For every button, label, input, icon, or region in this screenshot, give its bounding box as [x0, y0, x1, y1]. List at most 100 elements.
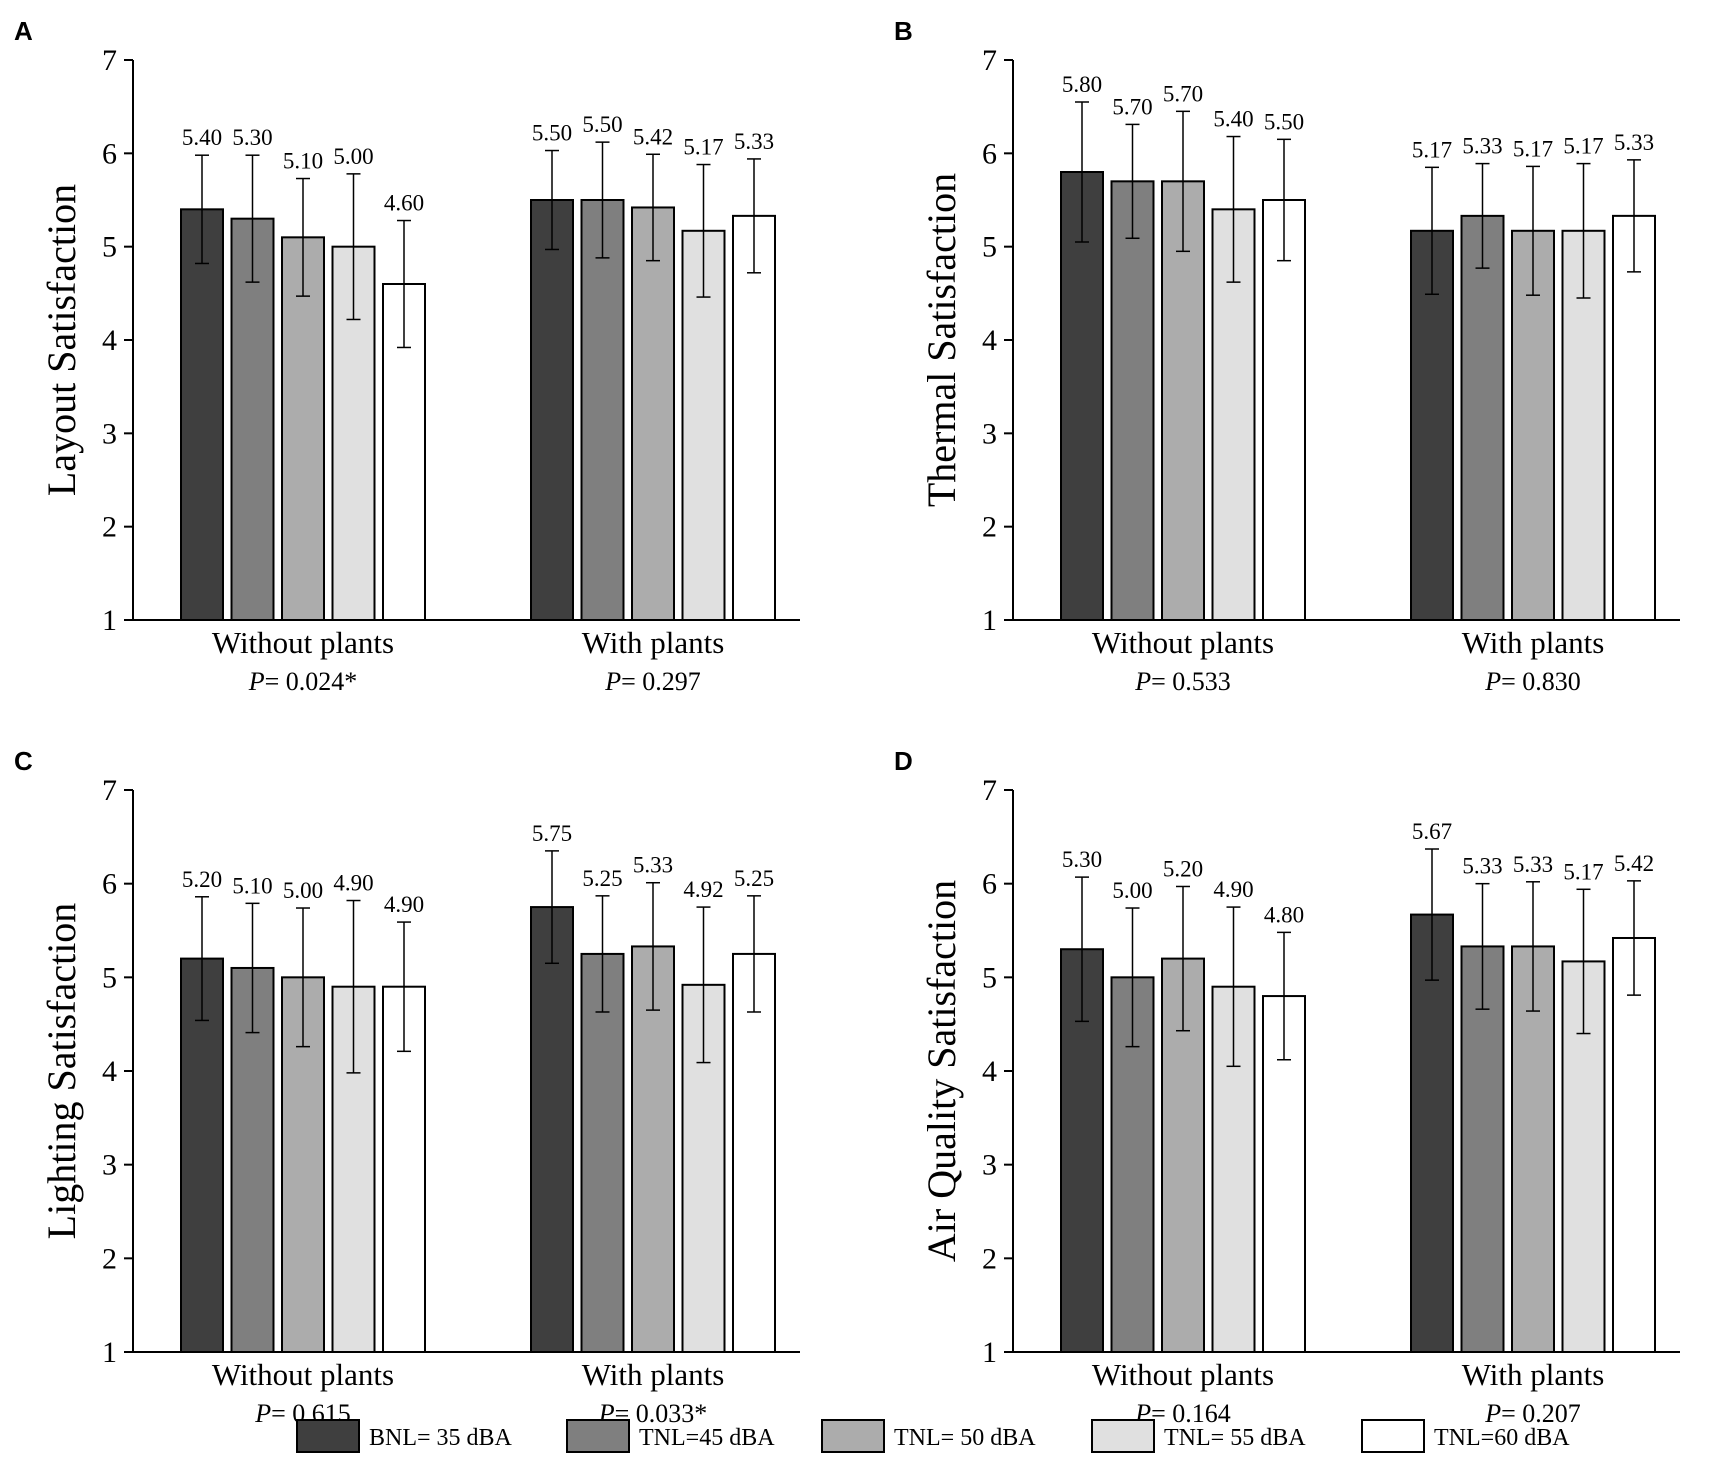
data-label: 5.33 [734, 129, 774, 154]
y-tick-label: 7 [982, 44, 997, 77]
p-value-symbol: P [1484, 667, 1501, 696]
data-label: 5.20 [182, 867, 222, 892]
p-value-label: P= 0.297 [604, 667, 701, 696]
y-tick-label: 3 [982, 417, 997, 450]
data-label: 4.80 [1264, 902, 1304, 927]
data-label: 5.80 [1062, 72, 1102, 97]
p-value-symbol: P [604, 667, 621, 696]
panels: A Layout Satisfaction 1 2 3 4 5 6 7 5.40 5.30 5.10 5… [14, 16, 1680, 1428]
data-label: 5.10 [232, 873, 272, 898]
panel-letter: B [894, 16, 913, 46]
data-label: 5.33 [1513, 852, 1553, 877]
data-label: 5.33 [1462, 134, 1502, 159]
y-tick-label: 1 [102, 604, 117, 637]
y-tick-label: 3 [102, 417, 117, 450]
bar [1460, 214, 1505, 621]
y-axis-title: Layout Satisfaction [39, 184, 84, 496]
y-tick-label: 4 [982, 1055, 997, 1088]
y-tick-label: 6 [982, 137, 997, 170]
legend-swatch [1361, 1419, 1425, 1453]
y-axis-title: Thermal Satisfaction [919, 173, 964, 507]
bar [1460, 945, 1505, 1353]
p-value-label: P= 0.830 [1484, 667, 1581, 696]
data-label: 5.33 [1614, 130, 1654, 155]
y-tick-label: 5 [982, 961, 997, 994]
p-value-text: = 0.024* [265, 667, 358, 696]
y-tick-label: 1 [102, 1336, 117, 1369]
p-value-text: = 0.533 [1151, 667, 1231, 696]
data-label: 5.00 [283, 878, 323, 903]
data-label: 5.42 [633, 124, 673, 149]
p-value-text: = 0.297 [621, 667, 701, 696]
bar [530, 906, 574, 1353]
y-tick-label: 7 [102, 44, 117, 77]
legend-label: TNL= 50 dBA [894, 1425, 1036, 1451]
data-label: 5.33 [1462, 854, 1502, 879]
panel-letter: A [14, 16, 33, 46]
y-tick-label: 4 [102, 324, 117, 357]
y-tick-label: 6 [982, 868, 997, 901]
p-value-label: P= 0.207 [1484, 1399, 1581, 1428]
legend-swatch [1091, 1419, 1155, 1453]
data-label: 5.00 [333, 144, 373, 169]
legend-label: TNL=60 dBA [1434, 1425, 1570, 1451]
data-label: 5.17 [1513, 136, 1553, 161]
data-label: 4.90 [333, 871, 373, 896]
p-value-label: P= 0.164 [1134, 1399, 1231, 1428]
bar [580, 952, 625, 1354]
p-value-label: P= 0.533 [1134, 667, 1231, 696]
bar [1161, 180, 1205, 621]
p-value-symbol: P [248, 667, 265, 696]
y-tick-label: 1 [982, 1336, 997, 1369]
y-tick-label: 2 [982, 1242, 997, 1275]
x-category-label: With plants [582, 625, 725, 660]
data-label: 5.70 [1163, 81, 1203, 106]
legend-swatch [566, 1419, 630, 1453]
x-category-label: Without plants [212, 1357, 394, 1392]
bar [1060, 171, 1104, 621]
x-category-label: With plants [1462, 625, 1605, 660]
p-value-label: P= 0.024* [248, 667, 358, 696]
data-label: 5.17 [1412, 137, 1452, 162]
data-label: 5.50 [582, 112, 622, 137]
y-tick-label: 5 [102, 961, 117, 994]
y-tick-label: 2 [982, 511, 997, 544]
data-label: 5.75 [532, 821, 572, 846]
x-category-label: With plants [582, 1357, 725, 1392]
data-label: 5.70 [1112, 94, 1152, 119]
data-label: 5.50 [532, 121, 572, 146]
bar [631, 206, 675, 621]
legend-label: BNL= 35 dBA [369, 1425, 513, 1451]
bar [732, 952, 776, 1354]
data-label: 5.25 [582, 866, 622, 891]
chart-panel-c: C Lighting Satisfaction 1 2 3 4 5 6 7 5.20 5.10 5.0… [14, 746, 800, 1428]
y-axis-title: Air Quality Satisfaction [919, 880, 964, 1262]
data-label: 4.90 [384, 892, 424, 917]
y-tick-label: 4 [982, 324, 997, 357]
data-label: 5.20 [1163, 856, 1203, 881]
bar [331, 985, 376, 1353]
y-axis-title: Lighting Satisfaction [39, 903, 84, 1240]
legend: BNL= 35 dBA TNL=45 dBA TNL= 50 dBA TNL= 55 … [296, 1419, 1570, 1453]
data-label: 5.17 [1563, 859, 1603, 884]
legend-label: TNL= 55 dBA [1164, 1425, 1306, 1451]
bar [732, 214, 776, 621]
bar [1110, 180, 1155, 621]
panel-letter: D [894, 746, 913, 776]
x-category-label: Without plants [1092, 1357, 1274, 1392]
data-label: 5.30 [1062, 847, 1102, 872]
data-label: 4.90 [1213, 877, 1253, 902]
x-category-label: With plants [1462, 1357, 1605, 1392]
data-label: 5.33 [633, 853, 673, 878]
y-tick-label: 6 [102, 137, 117, 170]
y-tick-label: 7 [982, 774, 997, 807]
legend-item: TNL=45 dBA [566, 1419, 775, 1453]
chart-panel-d: D Air Quality Satisfaction 1 2 3 4 5 6 7 5.30 5.00… [894, 746, 1680, 1428]
bar [180, 208, 224, 621]
bar [1612, 214, 1656, 621]
y-tick-label: 6 [102, 868, 117, 901]
legend-label: TNL=45 dBA [639, 1425, 775, 1451]
y-tick-label: 3 [102, 1149, 117, 1182]
p-value-symbol: P [1484, 1399, 1501, 1428]
